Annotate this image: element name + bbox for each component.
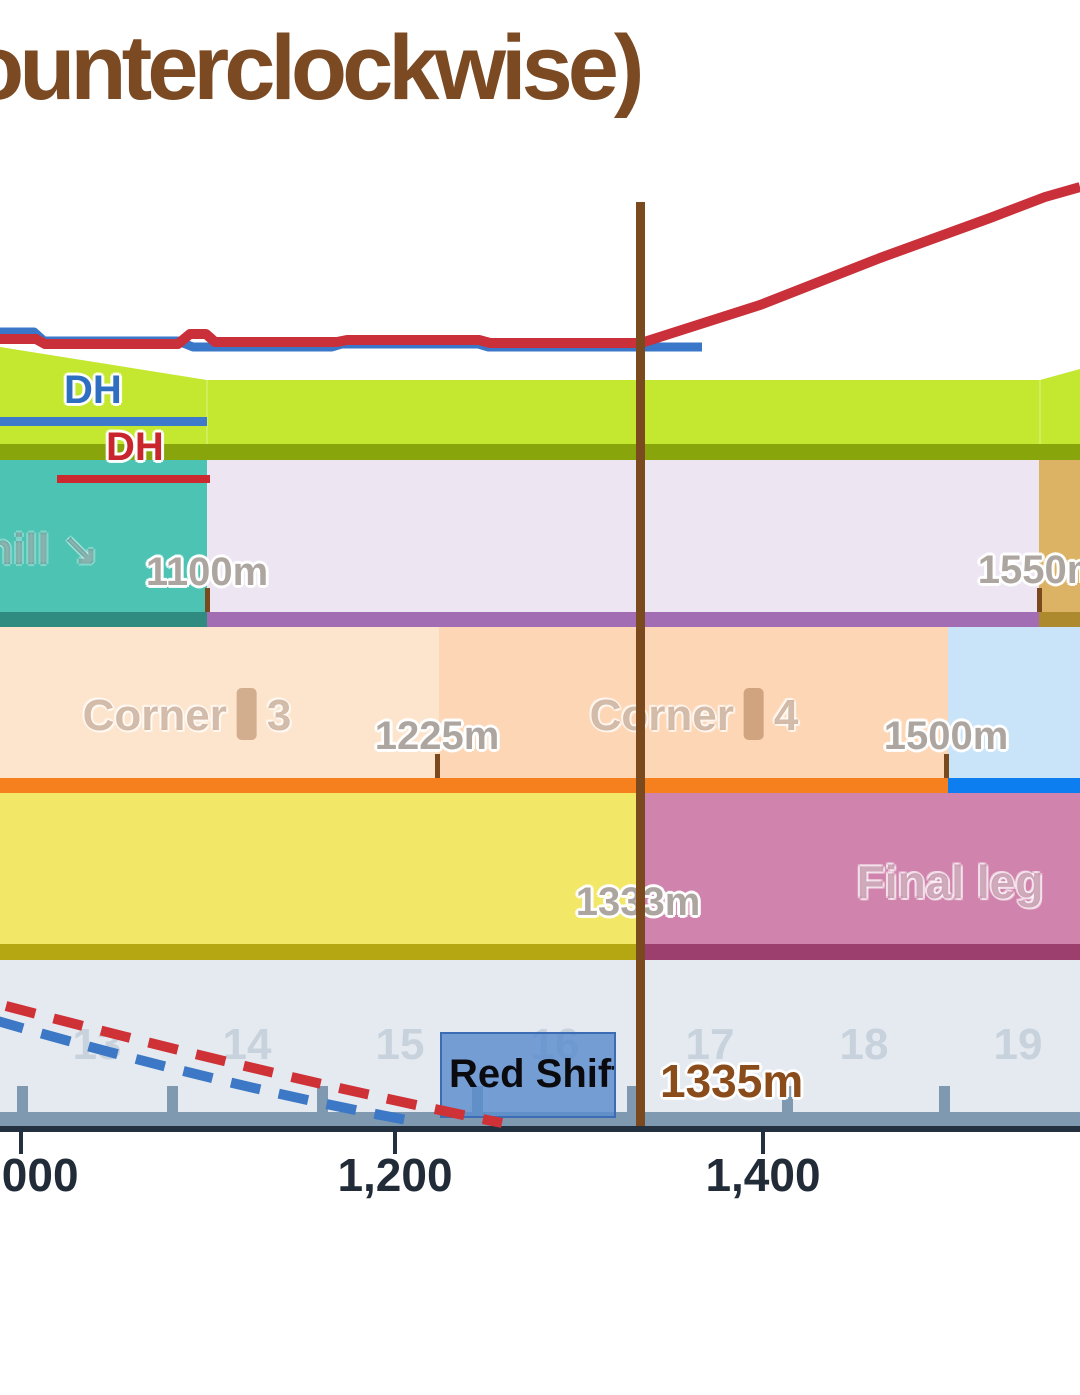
distance-tick-1225m <box>435 754 440 778</box>
corner-3-word: Corner <box>82 691 227 740</box>
section-notch <box>782 1086 793 1112</box>
final-leg-label: Final leg <box>856 856 1044 908</box>
distance-tick-1550m <box>1037 588 1042 612</box>
axis-tick <box>761 1132 765 1154</box>
section-number: 17 <box>685 1020 735 1069</box>
axis-tick <box>19 1132 23 1154</box>
corner-bottom-band <box>0 778 948 793</box>
terrain-uphill-band <box>1039 612 1080 627</box>
section-number: 14 <box>222 1020 272 1069</box>
elevation-bottom-band <box>0 444 1080 460</box>
terrain-flat-band <box>207 612 1039 627</box>
middle-phase-segment <box>0 793 641 944</box>
dh-red-label: DH <box>106 425 164 469</box>
axis-tick <box>393 1132 397 1154</box>
axis-tick-label: 1,400 <box>705 1149 821 1201</box>
corner-4-segment <box>439 627 948 778</box>
corner-4-label: Corner 4 <box>589 688 799 741</box>
position-marker-line[interactable] <box>636 202 645 1126</box>
final-leg-band <box>641 944 1080 960</box>
straight-bottom-band <box>948 778 1080 793</box>
terrain-downhill-band <box>0 612 207 627</box>
section-number: 15 <box>375 1020 425 1069</box>
distance-label-1100m: 1100m <box>145 550 269 594</box>
red-dashed-line <box>4 1001 503 1128</box>
corner-4-number: 4 <box>773 691 799 740</box>
elevation-seam-1100m <box>206 380 208 444</box>
ruler-bar <box>0 1112 1080 1126</box>
distance-label-1500m: 1500m <box>883 714 1009 758</box>
page-title: ounterclockwise) <box>0 17 645 119</box>
red-pace-line <box>0 182 1080 349</box>
section-notch <box>317 1086 328 1112</box>
section-notch <box>17 1086 28 1112</box>
red-shift-skill-box: Red Shift <box>440 1032 616 1118</box>
section-number: 18 <box>839 1020 889 1069</box>
distance-tick-1500m <box>944 754 949 778</box>
terrain-uphill-segment <box>1039 460 1080 612</box>
axis-line <box>0 1126 1080 1132</box>
distance-tick-1100m <box>205 588 210 612</box>
corner-flag-icon <box>743 688 764 740</box>
corner-flag-icon <box>236 688 257 740</box>
axis-tick-label: 1,000 <box>0 1149 79 1201</box>
elevation-area <box>0 347 1080 444</box>
terrain-flat-segment <box>207 460 1039 612</box>
section-notch <box>939 1086 950 1112</box>
corner-3-segment <box>0 627 439 778</box>
red-shift-label: Red Shift <box>449 1052 616 1096</box>
dh-red-underline <box>57 475 210 483</box>
blue-dashed-line <box>0 1016 419 1127</box>
corner-3-number: 3 <box>266 691 292 740</box>
corner-3-label: Corner 3 <box>82 688 292 741</box>
straight-segment <box>948 627 1080 778</box>
terrain-downhill-segment <box>0 460 207 612</box>
section-notch <box>167 1086 178 1112</box>
distance-label-1225m: 1225m <box>374 714 500 758</box>
elevation-seam-1550m <box>1039 369 1041 444</box>
downhill-label: hill ↘ <box>0 525 99 574</box>
middle-phase-band <box>0 944 641 960</box>
dh-blue-label: DH <box>64 368 122 412</box>
section-number: 19 <box>993 1020 1043 1069</box>
corner-4-word: Corner <box>589 691 734 740</box>
dh-blue-underline <box>0 417 207 426</box>
position-marker-label: 1335m <box>660 1055 804 1107</box>
axis-tick-label: 1,200 <box>337 1149 453 1201</box>
section-notch <box>627 1086 638 1112</box>
distance-label-1550m: 1550m <box>977 548 1080 592</box>
final-leg-segment <box>641 793 1080 944</box>
